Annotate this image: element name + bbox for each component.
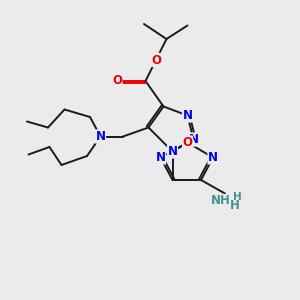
Text: N: N bbox=[167, 145, 178, 158]
Text: N: N bbox=[182, 109, 193, 122]
Text: H: H bbox=[230, 199, 239, 212]
Text: O: O bbox=[151, 53, 161, 67]
Text: O: O bbox=[182, 136, 193, 149]
Text: NH: NH bbox=[211, 194, 230, 208]
Text: N: N bbox=[208, 151, 218, 164]
Text: N: N bbox=[155, 151, 166, 164]
Text: N: N bbox=[95, 130, 106, 143]
Text: N: N bbox=[188, 133, 199, 146]
Text: H: H bbox=[233, 191, 242, 202]
Text: O: O bbox=[112, 74, 122, 88]
